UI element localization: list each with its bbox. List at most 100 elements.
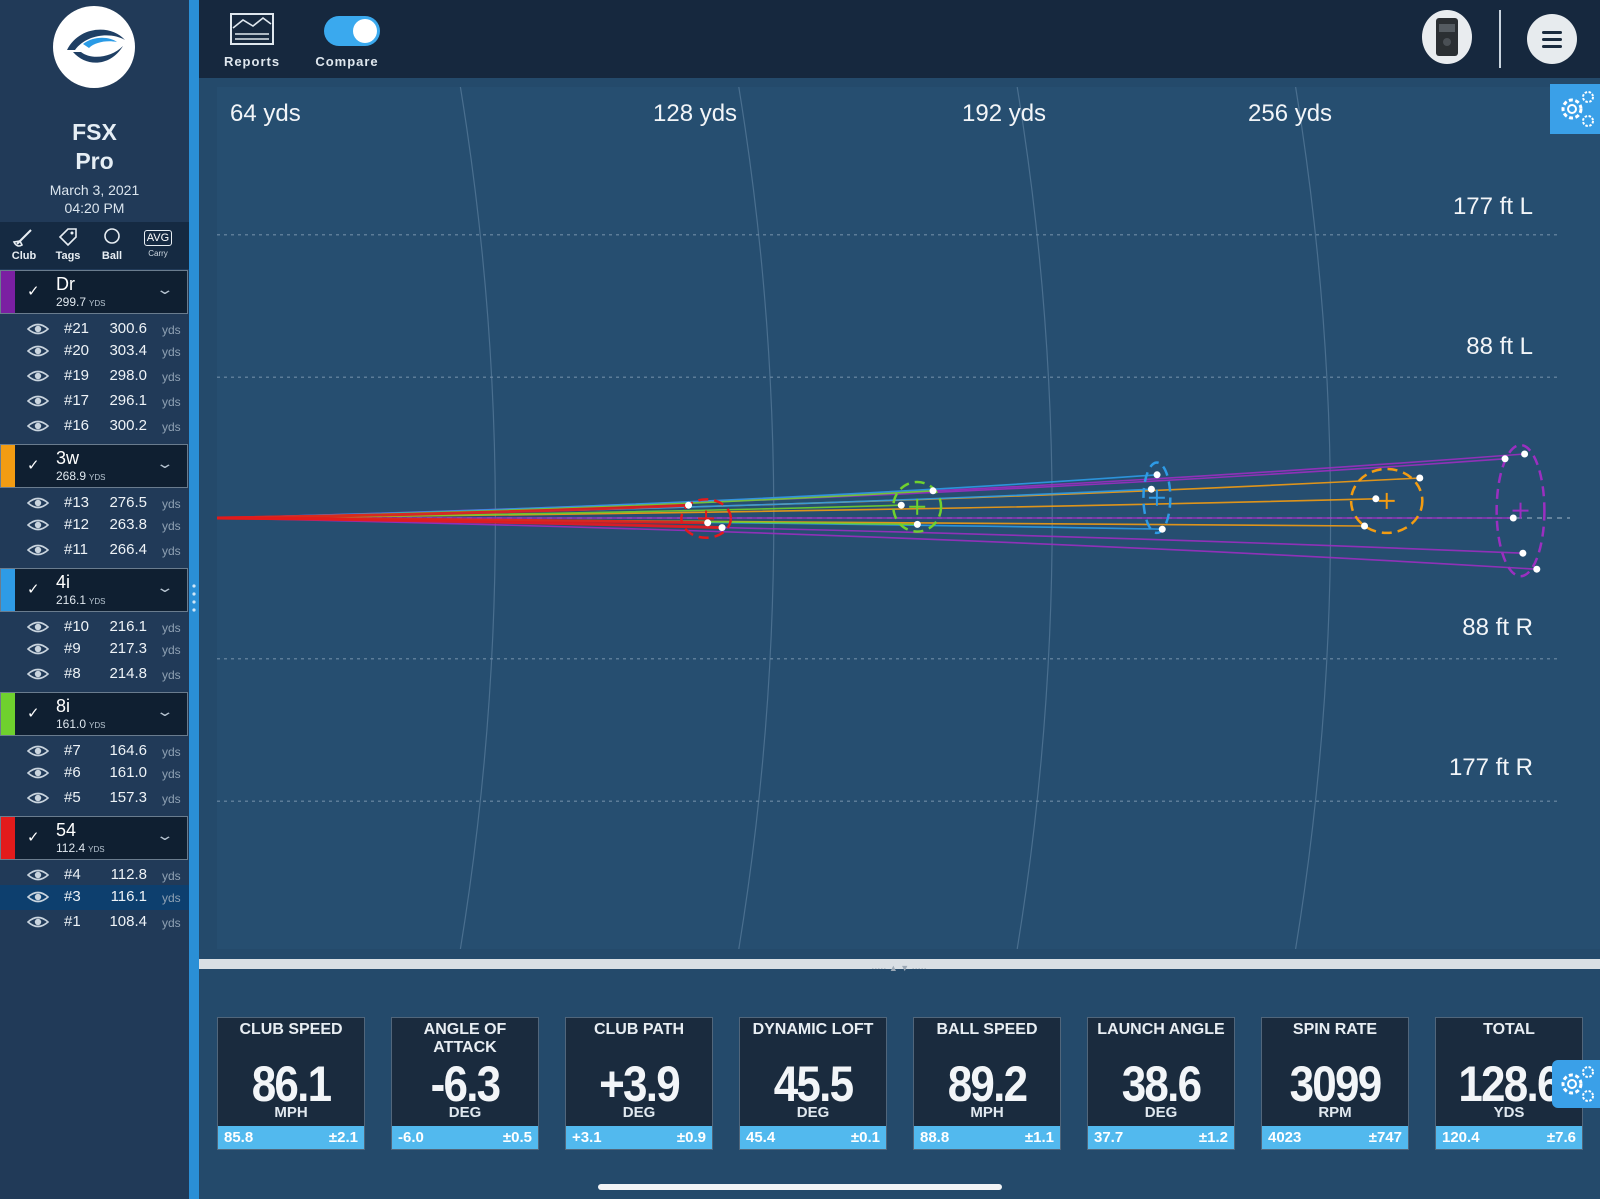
metric-tile-ball-speed[interactable]: BALL SPEED 89.2 MPH 88.8 ±1.1 — [913, 1017, 1061, 1150]
metrics-settings-button[interactable] — [1552, 1060, 1600, 1108]
shot-point-4i — [1147, 485, 1155, 493]
chevron-down-icon[interactable]: ⌄ — [155, 455, 175, 471]
shot-row[interactable]: #21 300.6 yds — [0, 317, 189, 342]
eye-icon[interactable] — [26, 516, 50, 534]
shot-distance: 303.4 — [109, 342, 147, 359]
shot-row[interactable]: #6 161.0 yds — [0, 761, 189, 786]
club-header-dr[interactable]: ✓ Dr 299.7 YDS ⌄ — [0, 270, 188, 314]
shot-row[interactable]: #5 157.3 yds — [0, 786, 189, 811]
club-header-54[interactable]: ✓ 54 112.4 YDS ⌄ — [0, 816, 188, 860]
metric-tile-angle-of-attack[interactable]: ANGLE OF ATTACK -6.3 DEG -6.0 ±0.5 — [391, 1017, 539, 1150]
shot-distance: 217.3 — [109, 640, 147, 657]
shot-row[interactable]: #20 303.4 yds — [0, 339, 189, 364]
shot-distance: 276.5 — [109, 494, 147, 511]
eye-icon[interactable] — [26, 494, 50, 512]
metric-tile-dynamic-loft[interactable]: DYNAMIC LOFT 45.5 DEG 45.4 ±0.1 — [739, 1017, 887, 1150]
filter-club-button[interactable]: Club — [1, 226, 47, 266]
launch-monitor-icon — [1436, 18, 1458, 56]
club-average-value: 112.4 — [56, 841, 86, 855]
eye-icon[interactable] — [26, 342, 50, 360]
chevron-down-icon[interactable]: ⌄ — [155, 579, 175, 595]
chart-settings-button[interactable] — [1550, 84, 1600, 134]
compare-switch[interactable] — [324, 16, 380, 46]
chevron-down-icon[interactable]: ⌄ — [155, 827, 175, 843]
eye-icon[interactable] — [26, 913, 50, 931]
check-icon[interactable]: ✓ — [27, 829, 40, 846]
shot-row[interactable]: #4 112.8 yds — [0, 863, 189, 888]
filter-ball-button[interactable]: Ball — [89, 226, 135, 266]
metric-footer: 4023 ±747 — [1262, 1126, 1408, 1149]
club-name: 3w — [56, 448, 80, 468]
metric-footer: 88.8 ±1.1 — [914, 1126, 1060, 1149]
metric-average: 120.4 — [1442, 1129, 1480, 1146]
metric-unit: DEG — [1144, 1104, 1178, 1121]
svg-text:····· ▲ ▼ ·····: ····· ▲ ▼ ····· — [871, 963, 926, 972]
eye-icon[interactable] — [26, 367, 50, 385]
shot-distance-unit: yds — [162, 323, 181, 337]
metric-title: ANGLE OF ATTACK — [423, 1021, 507, 1056]
eye-icon[interactable] — [26, 764, 50, 782]
filter-tags-button[interactable]: Tags — [45, 226, 91, 266]
metric-tile-club-speed[interactable]: CLUB SPEED 86.1 MPH 85.8 ±2.1 — [217, 1017, 365, 1150]
compare-toggle[interactable]: Compare — [307, 10, 387, 72]
check-icon[interactable]: ✓ — [27, 705, 40, 722]
eye-icon[interactable] — [26, 789, 50, 807]
shot-row[interactable]: #3 116.1 yds — [0, 885, 189, 910]
metric-unit: MPH — [274, 1104, 308, 1121]
eye-icon[interactable] — [26, 866, 50, 884]
metric-tile-launch-angle[interactable]: LAUNCH ANGLE 38.6 DEG 37.7 ±1.2 — [1087, 1017, 1235, 1150]
club-average-value: 161.0 — [56, 717, 87, 731]
club-header-4i[interactable]: ✓ 4i 216.1 YDS ⌄ — [0, 568, 188, 612]
shot-row[interactable]: #13 276.5 yds — [0, 491, 189, 516]
compare-switch-knob — [353, 19, 377, 43]
distance-label: 64 yds — [230, 100, 301, 127]
shot-row[interactable]: #7 164.6 yds — [0, 739, 189, 764]
sidebar-resize-handle[interactable] — [190, 580, 198, 620]
sidebar: FSX Pro March 3, 2021 04:20 PM Club Tags… — [0, 0, 189, 1199]
check-icon[interactable]: ✓ — [27, 581, 40, 598]
eye-icon[interactable] — [26, 392, 50, 410]
metric-value: +3.9 — [599, 1056, 681, 1112]
shot-row[interactable]: #11 266.4 yds — [0, 538, 189, 563]
metric-tile-spin-rate[interactable]: SPIN RATE 3099 RPM 4023 ±747 — [1261, 1017, 1409, 1150]
shot-row[interactable]: #1 108.4 yds — [0, 910, 189, 935]
shot-distance-unit: yds — [162, 621, 181, 635]
metric-tile-total[interactable]: TOTAL 128.6 YDS 120.4 ±7.6 — [1435, 1017, 1583, 1150]
chevron-down-icon[interactable]: ⌄ — [155, 703, 175, 719]
metric-footer: 37.7 ±1.2 — [1088, 1126, 1234, 1149]
panel-divider-handle[interactable]: ····· ▲ ▼ ····· — [199, 959, 1600, 973]
tag-icon — [45, 226, 91, 250]
shot-row[interactable]: #19 298.0 yds — [0, 364, 189, 389]
shot-point-8i — [897, 501, 905, 509]
eye-icon[interactable] — [26, 541, 50, 559]
eye-icon[interactable] — [26, 742, 50, 760]
shot-number: #19 — [64, 367, 90, 384]
reports-button[interactable]: Reports — [219, 10, 285, 72]
shot-row[interactable]: #10 216.1 yds — [0, 615, 189, 640]
eye-icon[interactable] — [26, 320, 50, 338]
chevron-down-icon[interactable]: ⌄ — [155, 281, 175, 297]
eye-icon[interactable] — [26, 417, 50, 435]
metric-value: 45.5 — [773, 1056, 854, 1112]
menu-button[interactable] — [1527, 14, 1577, 64]
club-header-8i[interactable]: ✓ 8i 161.0 YDS ⌄ — [0, 692, 188, 736]
check-icon[interactable]: ✓ — [27, 457, 40, 474]
shot-distance: 296.1 — [109, 392, 147, 409]
metric-tile-club-path[interactable]: CLUB PATH +3.9 DEG +3.1 ±0.9 — [565, 1017, 713, 1150]
dispersion-ellipse-54 — [680, 498, 733, 539]
club-header-3w[interactable]: ✓ 3w 268.9 YDS ⌄ — [0, 444, 188, 488]
device-avatar[interactable] — [1422, 10, 1472, 64]
club-color-swatch — [1, 569, 15, 611]
shot-row[interactable]: #17 296.1 yds — [0, 389, 189, 414]
metric-value: -6.3 — [430, 1056, 502, 1112]
eye-icon[interactable] — [26, 665, 50, 683]
filter-avg-button[interactable]: AVG Carry — [135, 226, 181, 266]
eye-icon[interactable] — [26, 640, 50, 658]
shot-row[interactable]: #8 214.8 yds — [0, 662, 189, 687]
check-icon[interactable]: ✓ — [27, 283, 40, 300]
shot-row[interactable]: #16 300.2 yds — [0, 414, 189, 439]
eye-icon[interactable] — [26, 888, 50, 906]
shot-row[interactable]: #9 217.3 yds — [0, 637, 189, 662]
eye-icon[interactable] — [26, 618, 50, 636]
shot-row[interactable]: #12 263.8 yds — [0, 513, 189, 538]
